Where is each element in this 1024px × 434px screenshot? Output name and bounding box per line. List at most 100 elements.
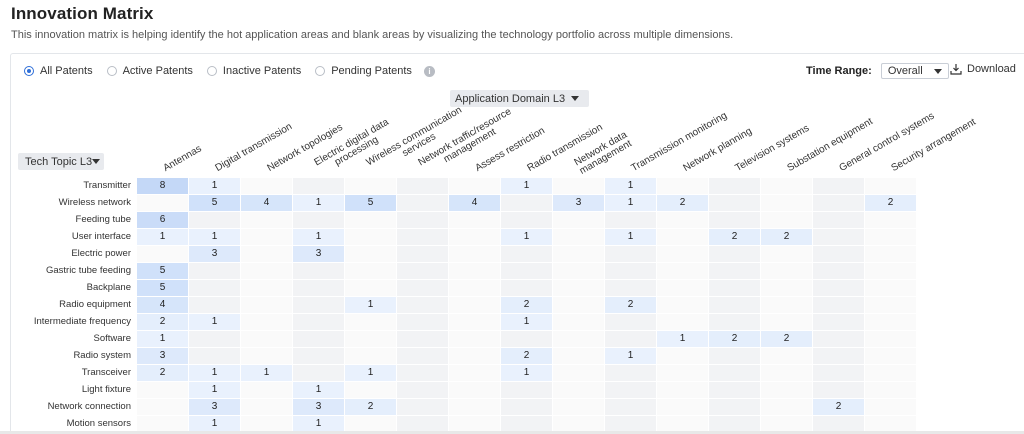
matrix-cell[interactable] — [553, 280, 604, 296]
matrix-cell[interactable] — [137, 399, 188, 415]
row-header-label[interactable]: Electric power — [20, 246, 137, 263]
matrix-cell[interactable] — [501, 331, 552, 347]
row-header-label[interactable]: Transmitter — [20, 178, 137, 195]
matrix-cell[interactable] — [709, 195, 760, 211]
row-header-label[interactable]: Software — [20, 331, 137, 348]
matrix-cell[interactable] — [449, 416, 500, 432]
matrix-cell[interactable] — [761, 246, 812, 262]
matrix-cell[interactable] — [553, 331, 604, 347]
matrix-cell[interactable]: 2 — [501, 297, 552, 313]
matrix-cell[interactable] — [501, 399, 552, 415]
matrix-cell[interactable] — [761, 297, 812, 313]
matrix-cell[interactable] — [501, 416, 552, 432]
matrix-cell[interactable]: 3 — [137, 348, 188, 364]
row-header-label[interactable]: Radio system — [20, 348, 137, 365]
matrix-cell[interactable] — [241, 399, 292, 415]
matrix-cell[interactable] — [553, 178, 604, 194]
matrix-cell[interactable]: 2 — [137, 314, 188, 330]
matrix-cell[interactable] — [449, 348, 500, 364]
matrix-cell[interactable] — [397, 348, 448, 364]
matrix-cell[interactable] — [345, 314, 396, 330]
row-header-label[interactable]: Wireless network — [20, 195, 137, 212]
matrix-cell[interactable] — [605, 331, 656, 347]
matrix-cell[interactable]: 1 — [293, 416, 344, 432]
info-icon[interactable]: i — [424, 66, 435, 77]
matrix-cell[interactable] — [501, 382, 552, 398]
matrix-cell[interactable] — [137, 246, 188, 262]
matrix-cell[interactable] — [241, 280, 292, 296]
matrix-cell[interactable] — [813, 365, 864, 381]
matrix-cell[interactable] — [813, 348, 864, 364]
matrix-cell[interactable] — [449, 280, 500, 296]
matrix-cell[interactable] — [293, 297, 344, 313]
matrix-cell[interactable] — [865, 416, 916, 432]
matrix-cell[interactable] — [345, 212, 396, 228]
matrix-cell[interactable] — [397, 246, 448, 262]
matrix-cell[interactable] — [137, 382, 188, 398]
matrix-cell[interactable] — [293, 348, 344, 364]
matrix-cell[interactable] — [709, 297, 760, 313]
matrix-cell[interactable]: 1 — [241, 365, 292, 381]
matrix-cell[interactable]: 1 — [501, 365, 552, 381]
matrix-cell[interactable] — [501, 195, 552, 211]
matrix-cell[interactable] — [293, 263, 344, 279]
matrix-cell[interactable] — [865, 382, 916, 398]
matrix-cell[interactable] — [397, 212, 448, 228]
matrix-cell[interactable] — [449, 229, 500, 245]
matrix-cell[interactable] — [761, 263, 812, 279]
radio-pending-patents[interactable]: Pending Patents — [315, 65, 412, 77]
matrix-cell[interactable] — [397, 365, 448, 381]
matrix-cell[interactable] — [709, 263, 760, 279]
matrix-cell[interactable] — [449, 178, 500, 194]
matrix-cell[interactable] — [449, 297, 500, 313]
matrix-cell[interactable] — [397, 331, 448, 347]
matrix-cell[interactable] — [501, 263, 552, 279]
matrix-cell[interactable]: 1 — [345, 297, 396, 313]
matrix-cell[interactable]: 4 — [241, 195, 292, 211]
matrix-cell[interactable] — [345, 246, 396, 262]
matrix-cell[interactable] — [709, 348, 760, 364]
matrix-cell[interactable] — [865, 365, 916, 381]
matrix-cell[interactable] — [813, 331, 864, 347]
matrix-cell[interactable] — [865, 331, 916, 347]
matrix-cell[interactable] — [449, 382, 500, 398]
matrix-cell[interactable] — [605, 212, 656, 228]
row-header-label[interactable]: Radio equipment — [20, 297, 137, 314]
tech-topic-select[interactable]: Tech Topic L3 — [18, 153, 104, 170]
matrix-cell[interactable] — [397, 280, 448, 296]
matrix-cell[interactable] — [865, 297, 916, 313]
matrix-cell[interactable]: 3 — [293, 399, 344, 415]
matrix-cell[interactable] — [397, 229, 448, 245]
matrix-cell[interactable]: 1 — [501, 314, 552, 330]
matrix-cell[interactable] — [605, 314, 656, 330]
matrix-cell[interactable] — [553, 246, 604, 262]
matrix-cell[interactable] — [553, 297, 604, 313]
matrix-cell[interactable] — [709, 416, 760, 432]
matrix-cell[interactable] — [345, 416, 396, 432]
row-header-label[interactable]: Network connection — [20, 399, 137, 416]
matrix-cell[interactable] — [345, 348, 396, 364]
matrix-cell[interactable] — [605, 246, 656, 262]
matrix-cell[interactable]: 3 — [189, 399, 240, 415]
matrix-cell[interactable] — [397, 195, 448, 211]
matrix-cell[interactable] — [813, 314, 864, 330]
matrix-cell[interactable] — [397, 382, 448, 398]
row-header-label[interactable]: Gastric tube feeding — [20, 263, 137, 280]
matrix-cell[interactable]: 1 — [189, 314, 240, 330]
matrix-cell[interactable] — [397, 178, 448, 194]
matrix-cell[interactable] — [189, 212, 240, 228]
matrix-cell[interactable] — [657, 365, 708, 381]
matrix-cell[interactable] — [865, 246, 916, 262]
matrix-cell[interactable] — [657, 263, 708, 279]
matrix-cell[interactable] — [709, 178, 760, 194]
matrix-cell[interactable] — [345, 280, 396, 296]
matrix-cell[interactable] — [657, 212, 708, 228]
matrix-cell[interactable]: 1 — [189, 178, 240, 194]
matrix-cell[interactable] — [657, 229, 708, 245]
matrix-cell[interactable] — [449, 365, 500, 381]
matrix-cell[interactable] — [865, 263, 916, 279]
matrix-cell[interactable] — [865, 280, 916, 296]
matrix-cell[interactable]: 2 — [345, 399, 396, 415]
row-header-label[interactable]: User interface — [20, 229, 137, 246]
time-range-select[interactable]: Overall — [881, 63, 949, 79]
